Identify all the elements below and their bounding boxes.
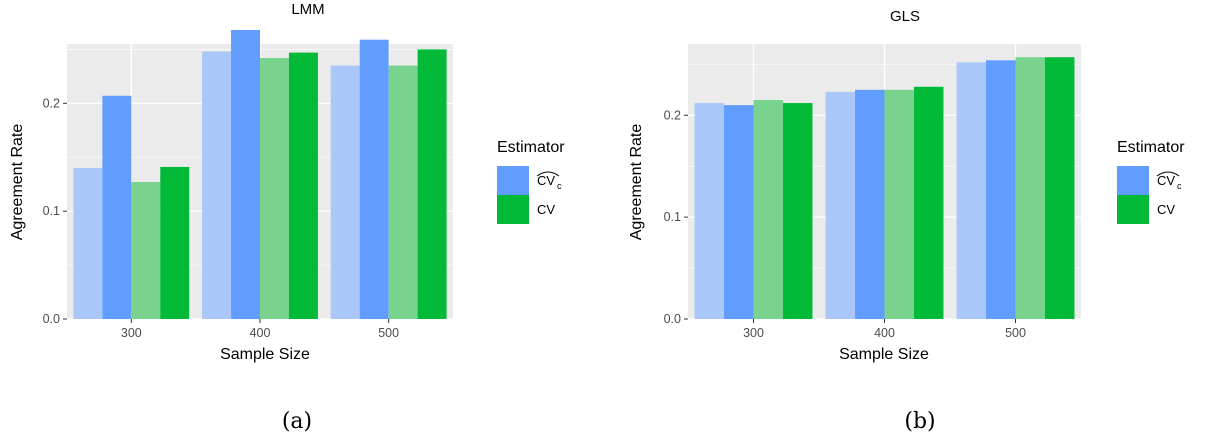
y-tick-label: 0.2 bbox=[43, 96, 60, 110]
y-tick-label: 0.2 bbox=[664, 108, 681, 122]
x-tick-label: 400 bbox=[250, 326, 271, 340]
bar bbox=[884, 89, 914, 319]
y-tick-label: 0.0 bbox=[664, 312, 681, 326]
chart-lmm-bars bbox=[73, 29, 447, 320]
legend-hat-mark bbox=[1156, 171, 1180, 177]
y-tick-label: 0.1 bbox=[43, 204, 60, 218]
legend-swatch-cv-c bbox=[497, 166, 529, 195]
chart-gls-xlabel: Sample Size bbox=[839, 346, 929, 363]
bar bbox=[753, 100, 783, 319]
chart-gls-title: GLS bbox=[890, 8, 920, 25]
svg-text:c: c bbox=[557, 181, 562, 191]
legend-title: Estimator bbox=[497, 139, 565, 156]
svg-text:CV: CV bbox=[1157, 173, 1175, 188]
legend-label-cv: CV bbox=[537, 202, 555, 217]
bar bbox=[288, 52, 318, 320]
chart-lmm-xlabel: Sample Size bbox=[220, 346, 310, 363]
bar bbox=[73, 168, 103, 319]
chart-lmm: LMM 0.0 0.1 0.2 300 400 500 Sample Size Agree… bbox=[9, 1, 453, 434]
chart-gls-bars bbox=[694, 57, 1075, 320]
chart-gls-ylabel: Agreement Rate bbox=[628, 124, 645, 241]
bar bbox=[102, 95, 132, 319]
chart-lmm-caption: (a) bbox=[282, 409, 312, 434]
legend-title: Estimator bbox=[1117, 139, 1185, 156]
bar bbox=[986, 60, 1016, 319]
chart-lmm-title: LMM bbox=[291, 1, 324, 18]
legend-swatch-cv bbox=[497, 195, 529, 224]
x-tick-label: 400 bbox=[874, 326, 895, 340]
x-tick-label: 300 bbox=[743, 326, 764, 340]
chart-gls: GLS 0.0 0.1 0.2 300 400 500 Sample Size Agree… bbox=[628, 8, 1081, 434]
y-tick-label: 0.1 bbox=[664, 210, 681, 224]
bar bbox=[202, 51, 232, 320]
bar bbox=[260, 58, 289, 320]
bar bbox=[231, 29, 260, 319]
bar bbox=[694, 103, 725, 320]
bar bbox=[956, 62, 987, 319]
legend-lmm: Estimator CV c CV bbox=[497, 139, 565, 224]
bar bbox=[855, 89, 885, 319]
legend-label-cv: CV bbox=[1157, 202, 1175, 217]
legend-label-cv-c: CV c bbox=[1156, 171, 1182, 191]
bar bbox=[160, 166, 190, 319]
bar bbox=[131, 182, 161, 319]
bar bbox=[359, 39, 389, 319]
bar bbox=[417, 49, 447, 320]
bar bbox=[825, 91, 856, 320]
legend-swatch-cv bbox=[1117, 195, 1149, 224]
svg-text:c: c bbox=[1177, 181, 1182, 191]
chart-lmm-axes: 0.0 0.1 0.2 300 400 500 bbox=[43, 96, 400, 340]
bar bbox=[913, 86, 944, 320]
chart-lmm-ylabel: Agreement Rate bbox=[9, 124, 26, 241]
bar bbox=[1044, 57, 1075, 319]
legend-hat-mark bbox=[536, 171, 560, 177]
y-tick-label: 0.0 bbox=[43, 312, 60, 326]
legend-gls: Estimator CV c CV bbox=[1117, 139, 1185, 224]
bar bbox=[724, 105, 754, 319]
x-tick-label: 500 bbox=[1005, 326, 1026, 340]
bar bbox=[1015, 57, 1045, 319]
x-tick-label: 300 bbox=[121, 326, 142, 340]
legend-swatch-cv-c bbox=[1117, 166, 1149, 195]
bar bbox=[782, 103, 813, 320]
bar bbox=[330, 65, 360, 319]
chart-gls-axes: 0.0 0.1 0.2 300 400 500 bbox=[664, 108, 1026, 340]
bar bbox=[388, 65, 418, 319]
x-tick-label: 500 bbox=[378, 326, 399, 340]
svg-text:CV: CV bbox=[537, 173, 555, 188]
chart-gls-caption: (b) bbox=[904, 409, 935, 434]
legend-label-cv-c: CV c bbox=[536, 171, 562, 191]
